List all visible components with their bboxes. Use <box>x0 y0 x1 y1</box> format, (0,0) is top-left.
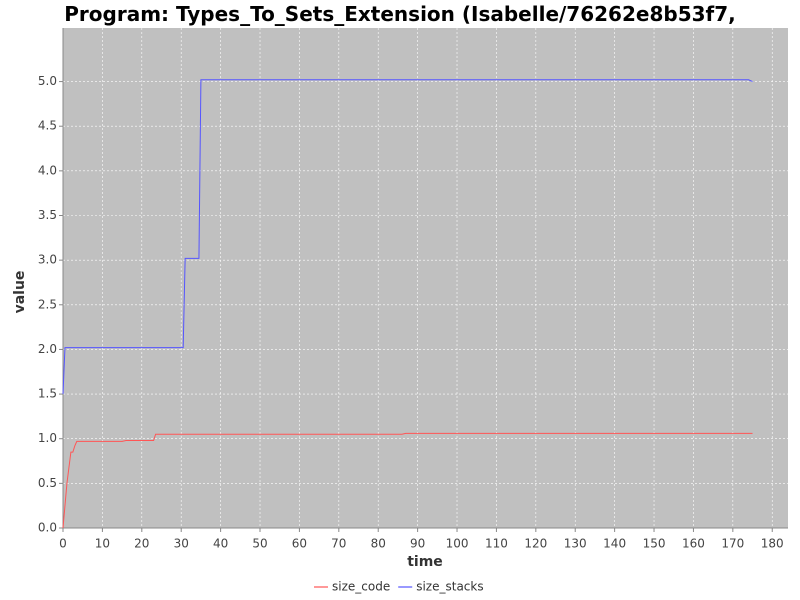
x-tick-label: 170 <box>721 537 744 551</box>
x-tick-label: 180 <box>761 537 784 551</box>
x-tick-label: 0 <box>59 537 67 551</box>
x-axis-label: time <box>407 554 443 570</box>
series-line <box>62 79 753 395</box>
x-tick-label: 40 <box>213 537 228 551</box>
x-tick-label: 120 <box>524 537 547 551</box>
legend-label: size_code <box>332 580 390 594</box>
x-tick-label: 30 <box>174 537 189 551</box>
y-axis-label: value <box>12 271 28 314</box>
y-tick-label: 5.0 <box>38 74 57 88</box>
y-tick-label: 0.5 <box>38 476 57 490</box>
x-tick-label: 60 <box>292 537 307 551</box>
x-tick-label: 150 <box>643 537 666 551</box>
y-tick-label: 1.5 <box>38 387 57 401</box>
x-tick-label: 70 <box>331 537 346 551</box>
x-tick-label: 130 <box>564 537 587 551</box>
y-tick-label: 2.0 <box>38 342 57 356</box>
x-tick-label: 20 <box>134 537 149 551</box>
y-tick-label: 3.0 <box>38 253 57 267</box>
y-tick-label: 2.5 <box>38 297 57 311</box>
x-tick-label: 160 <box>682 537 705 551</box>
y-tick-label: 4.0 <box>38 163 57 177</box>
x-tick-label: 80 <box>371 537 386 551</box>
x-tick-label: 100 <box>446 537 469 551</box>
plot-area <box>63 28 788 528</box>
x-tick-label: 10 <box>95 537 110 551</box>
y-tick-label: 3.5 <box>38 208 57 222</box>
x-tick-label: 140 <box>603 537 626 551</box>
x-tick-label: 110 <box>485 537 508 551</box>
y-tick-label: 0.0 <box>38 521 57 535</box>
series-line <box>62 432 753 529</box>
x-tick-label: 90 <box>410 537 425 551</box>
y-tick-label: 4.5 <box>38 119 57 133</box>
legend-label: size_stacks <box>416 580 483 594</box>
x-tick-label: 50 <box>252 537 267 551</box>
y-tick-label: 1.0 <box>38 431 57 445</box>
